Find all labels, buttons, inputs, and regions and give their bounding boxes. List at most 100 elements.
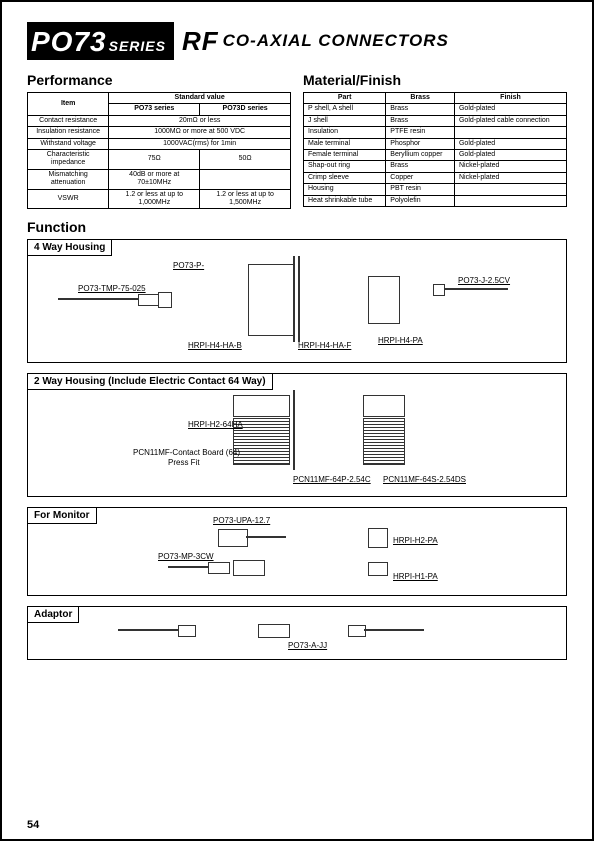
performance-table: Item Standard value PO73 series PO73D se… [27,92,291,209]
diagram-adaptor: PO73-A-JJ [38,613,556,653]
table-row: VSWR 1.2 or less at up to 1,000MHz 1.2 o… [28,189,291,209]
series-badge: PO73 SERIES [27,22,174,60]
callout: PCN11MF-Contact Board (64) [133,448,240,457]
callout: PO73-MP-3CW [158,552,214,561]
material-heading: Material/Finish [303,72,567,88]
housing-icon [368,562,388,576]
callout: PCN11MF-64P-2.54C [293,475,371,484]
series-number: PO73 [31,26,107,58]
col-material: Brass [386,93,455,104]
table-row: Characteristic impedance 75Ω 50Ω [28,149,291,169]
callout: HRPI-H2-PA [393,536,438,545]
table-row: Contact resistance 20mΩ or less [28,115,291,126]
table-row: Female terminalBeryllium copperGold-plat… [304,149,567,160]
cell: Gold-plated [454,149,566,160]
callout: HRPI-H4-PA [378,336,423,345]
cell [454,195,566,206]
cell: 20mΩ or less [109,115,291,126]
table-row: Male terminalPhosphorGold-plated [304,138,567,149]
connector-icon [208,562,230,574]
cell: Female terminal [304,149,386,160]
housing-icon [248,264,295,336]
callout: PO73-TMP-75-025 [78,284,146,293]
material-block: Material/Finish Part Brass Finish P shel… [303,70,567,209]
cell: PTFE resin [386,127,455,138]
connector-icon [138,294,160,306]
contact-board-icon [363,418,405,465]
cable-icon [364,629,424,631]
callout: HRPI-H1-PA [393,572,438,581]
cell: PBT resin [386,184,455,195]
callout: PO73-UPA-12.7 [213,516,270,525]
cell: Copper [386,172,455,183]
callout: Press Fit [168,458,200,467]
cell: Insulation [304,127,386,138]
cell: Polyolefin [386,195,455,206]
diagram-4way: PO73-P- PO73-TMP-75-025 HRPI-H4-HA-B HRP… [38,246,556,356]
table-row: P shell, A shellBrassGold-plated [304,104,567,115]
cell: 1000MΩ or more at 500 VDC [109,127,291,138]
diagram-2way: HRPI-H2-64HA PCN11MF-Contact Board (64) … [38,380,556,490]
cell: Withstand voltage [28,138,109,149]
cell: Crimp sleeve [304,172,386,183]
series-text: SERIES [109,38,166,54]
connector-icon [233,560,265,576]
cell: Contact resistance [28,115,109,126]
cell: 1000VAC(rms) for 1min [109,138,291,149]
cable-icon [118,629,178,631]
cell: Housing [304,184,386,195]
table-row: InsulationPTFE resin [304,127,567,138]
function-heading: Function [27,219,567,235]
datasheet-page: PO73 SERIES RF CO-AXIAL CONNECTORS Perfo… [0,0,594,841]
housing-icon [368,528,388,548]
drawing-4way: 4 Way Housing PO73-P- PO73-TMP-75-025 HR… [27,239,567,363]
cell [454,127,566,138]
drawing-adaptor: Adaptor PO73-A-JJ [27,606,567,660]
cell: 50Ω [200,149,291,169]
cell: Phosphor [386,138,455,149]
table-row: Shap-out ringBrassNickel-plated [304,161,567,172]
performance-heading: Performance [27,72,291,88]
cell: Brass [386,104,455,115]
cell: Gold-plated cable connection [454,115,566,126]
housing-icon [233,395,290,417]
col-finish: Finish [454,93,566,104]
page-title: CO-AXIAL CONNECTORS [223,31,449,51]
cell: P shell, A shell [304,104,386,115]
cable-icon [168,566,208,568]
cell: 1.2 or less at up to 1,000MHz [109,189,200,209]
col-part: Part [304,93,386,104]
cell: Brass [386,161,455,172]
connector-icon [158,292,172,308]
cell: Male terminal [304,138,386,149]
connector-icon [218,529,248,547]
table-row: Crimp sleeveCopperNickel-plated [304,172,567,183]
table-row: Heat shrinkable tubePolyolefin [304,195,567,206]
table-row: J shellBrassGold-plated cable connection [304,115,567,126]
cell: Characteristic impedance [28,149,109,169]
cell: Heat shrinkable tube [304,195,386,206]
page-number: 54 [27,819,39,831]
cell: J shell [304,115,386,126]
material-table: Part Brass Finish P shell, A shellBrassG… [303,92,567,207]
cell: Shap-out ring [304,161,386,172]
rf-label: RF [182,26,219,57]
connector-icon [433,284,445,296]
cell: Beryllium copper [386,149,455,160]
cell: Gold-plated [454,138,566,149]
panel-icon [293,390,295,470]
cell [200,169,291,189]
housing-icon [363,395,405,417]
drawing-2way: 2 Way Housing (Include Electric Contact … [27,373,567,497]
callout: PO73-A-JJ [288,641,327,650]
cable-icon [246,536,286,538]
top-tables-row: Performance Item Standard value PO73 ser… [27,70,567,209]
cell: Mismatching attenuation [28,169,109,189]
callout: HRPI-H4-HA-F [298,341,351,350]
cell: Nickel-plated [454,161,566,172]
callout: PO73-P- [173,261,204,270]
table-row: Withstand voltage 1000VAC(rms) for 1min [28,138,291,149]
cell: Nickel-plated [454,172,566,183]
table-row: HousingPBT resin [304,184,567,195]
connector-icon [348,625,366,637]
